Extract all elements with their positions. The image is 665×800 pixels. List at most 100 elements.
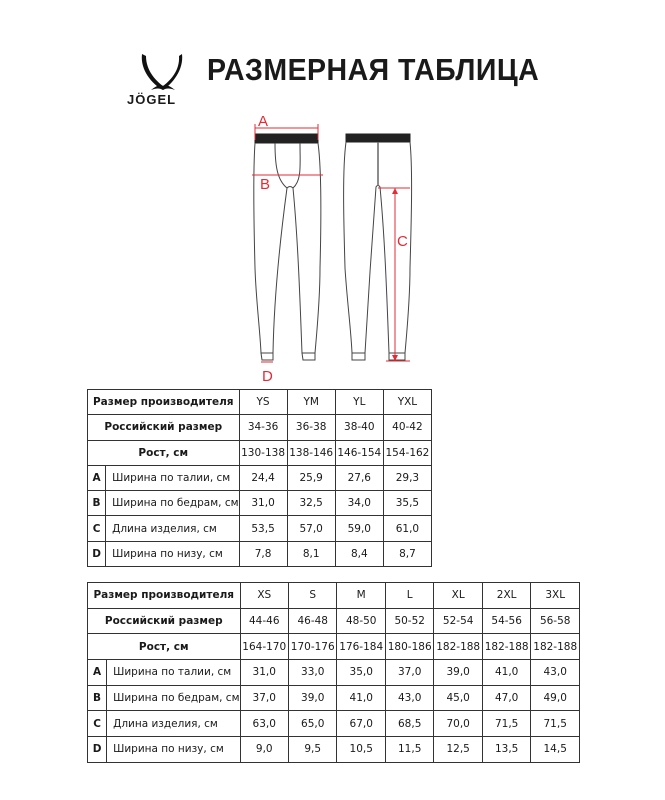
- table-cell: 9,0: [239, 736, 289, 763]
- height-label: Рост, см: [87, 633, 241, 661]
- measurement-lines: [252, 124, 410, 363]
- table-cell: 13,5: [481, 736, 532, 763]
- table-cell: 182-188: [433, 633, 483, 661]
- table-cell: 47,0: [481, 684, 532, 712]
- label-b: B: [260, 176, 271, 193]
- table-cell: 9,5: [287, 736, 338, 763]
- measurement-label: Ширина по бедрам, см: [106, 684, 241, 712]
- table-cell: 32,5: [286, 490, 336, 517]
- height-row: Рост, см 164-170 170-176 176-184 180-186 182-…: [87, 633, 580, 661]
- table-cell: 33,0: [287, 659, 338, 686]
- measurement-label: Ширина по низу, см: [106, 736, 241, 763]
- table-row: D Ширина по низу, см 7,8 8,1 8,4 8,7: [86, 540, 433, 568]
- size-header: M: [336, 582, 386, 609]
- size-header: YM: [286, 388, 336, 416]
- table-cell: 59,0: [334, 515, 384, 542]
- table-row: B Ширина по бедрам, см 37,0 39,0 41,0 43,0 45,…: [86, 684, 580, 712]
- table-cell: 34,0: [334, 490, 384, 517]
- measurement-letter: A: [86, 464, 107, 492]
- table-cell: 44-46: [239, 607, 289, 635]
- table-row: D Ширина по низу, см 9,0 9,5 10,5 11,5 12,5 13,…: [86, 736, 580, 763]
- measurement-label: Ширина по талии, см: [105, 464, 240, 492]
- table-cell: 41,0: [336, 684, 386, 712]
- table-cell: 52-54: [433, 607, 483, 635]
- size-header: XS: [239, 582, 289, 609]
- table-cell: 39,0: [287, 684, 338, 712]
- table-cell: 11,5: [384, 736, 435, 763]
- table-cell: 146-154: [334, 439, 384, 466]
- table-cell: 10,5: [336, 736, 386, 763]
- size-header: L: [384, 582, 435, 609]
- table-cell: 164-170: [239, 633, 289, 661]
- table-cell: 27,6: [334, 464, 384, 492]
- measurement-label: Длина изделия, см: [105, 515, 240, 542]
- table-cell: 68,5: [384, 710, 435, 738]
- table-cell: 50-52: [384, 607, 435, 635]
- table-cell: 57,0: [286, 515, 336, 542]
- table-cell: 36-38: [286, 414, 336, 441]
- table-cell: 35,0: [336, 659, 386, 686]
- jogel-logo-icon: [141, 54, 183, 90]
- size-header: 2XL: [481, 582, 532, 609]
- table-cell: 54-56: [481, 607, 532, 635]
- russian-label: Российский размер: [87, 414, 240, 441]
- table-cell: 61,0: [382, 515, 433, 542]
- measurement-letter: D: [86, 736, 108, 763]
- measurement-label: Ширина по низу, см: [105, 540, 240, 568]
- table-cell: 24,4: [238, 464, 288, 492]
- size-table-adults: Размер производителя XS S M L XL 2XL 3XL Российс…: [86, 582, 580, 763]
- table-cell: 31,0: [238, 490, 288, 517]
- table-cell: 138-146: [286, 439, 336, 466]
- label-c: C: [397, 233, 408, 250]
- size-header: 3XL: [530, 582, 580, 609]
- table-cell: 45,0: [433, 684, 483, 712]
- table-cell: 43,0: [530, 659, 580, 686]
- header-row: Размер производителя XS S M L XL 2XL 3XL: [87, 582, 580, 609]
- table-cell: 56-58: [530, 607, 580, 635]
- table-cell: 53,5: [238, 515, 288, 542]
- table-cell: 34-36: [238, 414, 288, 441]
- table-cell: 182-188: [530, 633, 580, 661]
- back-view: [343, 133, 413, 361]
- table-cell: 49,0: [530, 684, 580, 712]
- table-cell: 35,5: [382, 490, 433, 517]
- measurement-letter: B: [86, 684, 108, 712]
- table-cell: 46-48: [287, 607, 338, 635]
- russian-row: Российский размер 44-46 46-48 48-50 50-52 52-…: [87, 607, 580, 635]
- size-table-kids: Размер производителя YS YM YL YXL Российский …: [86, 388, 433, 568]
- measurement-letter: D: [86, 540, 107, 568]
- table-cell: 37,0: [384, 659, 435, 686]
- table-cell: 71,5: [530, 710, 580, 738]
- table-cell: 180-186: [384, 633, 435, 661]
- table-cell: 70,0: [433, 710, 483, 738]
- size-header: S: [287, 582, 338, 609]
- header-row: Размер производителя YS YM YL YXL: [87, 388, 433, 416]
- table-cell: 40-42: [382, 414, 433, 441]
- height-label: Рост, см: [87, 439, 240, 466]
- table-cell: 31,0: [239, 659, 289, 686]
- table-row: B Ширина по бедрам, см 31,0 32,5 34,0 35,5: [86, 490, 433, 517]
- label-a: A: [258, 113, 269, 130]
- table-cell: 37,0: [239, 684, 289, 712]
- table-cell: 48-50: [336, 607, 386, 635]
- table-cell: 63,0: [239, 710, 289, 738]
- table-cell: 130-138: [238, 439, 288, 466]
- measurement-letter: C: [86, 515, 107, 542]
- height-row: Рост, см 130-138 138-146 146-154 154-162: [87, 439, 433, 466]
- page-title: РАЗМЕРНАЯ ТАБЛИЦА: [207, 52, 540, 87]
- table-cell: 67,0: [336, 710, 386, 738]
- table-cell: 8,7: [382, 540, 433, 568]
- table-cell: 176-184: [336, 633, 386, 661]
- table-cell: 39,0: [433, 659, 483, 686]
- brand-logo-text: JÖGEL: [127, 92, 177, 107]
- table-cell: 29,3: [382, 464, 433, 492]
- measurement-label: Ширина по бедрам, см: [105, 490, 240, 517]
- measurement-letter: A: [86, 659, 108, 686]
- label-d: D: [262, 368, 273, 385]
- size-header: YXL: [382, 388, 433, 416]
- russian-row: Российский размер 34-36 36-38 38-40 40-42: [87, 414, 433, 441]
- table-cell: 25,9: [286, 464, 336, 492]
- table-cell: 41,0: [481, 659, 532, 686]
- pants-diagram: [252, 124, 413, 363]
- table-cell: 170-176: [287, 633, 338, 661]
